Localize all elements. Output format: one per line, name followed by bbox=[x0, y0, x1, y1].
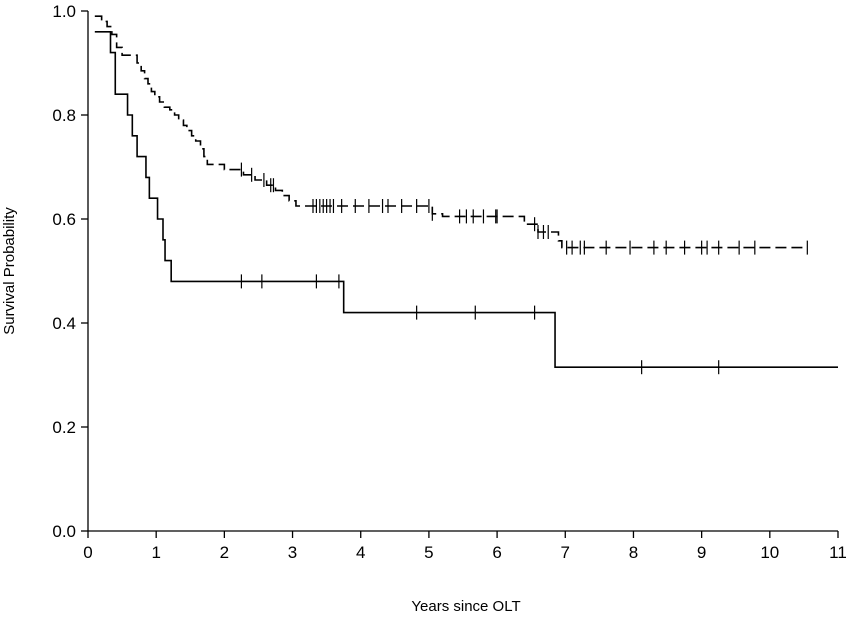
x-tick-label: 8 bbox=[629, 543, 638, 562]
y-tick-label: 0.8 bbox=[52, 106, 76, 125]
y-tick-label: 0.0 bbox=[52, 522, 76, 541]
survival-curve-dashed bbox=[94, 15, 808, 249]
y-tick-label: 0.2 bbox=[52, 418, 76, 437]
x-tick-label: 3 bbox=[288, 543, 297, 562]
y-tick-label: 1.0 bbox=[52, 2, 76, 21]
x-tick-label: 6 bbox=[492, 543, 501, 562]
x-tick-label: 11 bbox=[829, 543, 847, 562]
survival-curve-solid bbox=[94, 31, 838, 368]
x-tick-label: 5 bbox=[424, 543, 433, 562]
axes: 0 1 2 3 4 5 6 7 8 9 10 11 0.0 0.2 0.4 0.6 0.8 1.0 bbox=[52, 2, 846, 562]
y-tick-label: 0.6 bbox=[52, 210, 76, 229]
x-tick-label: 2 bbox=[220, 543, 229, 562]
survival-curves bbox=[94, 15, 838, 375]
x-tick-label: 7 bbox=[561, 543, 570, 562]
x-tick-label: 10 bbox=[760, 543, 779, 562]
y-axis-ticks: 0.0 0.2 0.4 0.6 0.8 1.0 bbox=[52, 2, 88, 541]
x-axis-label: Years since OLT bbox=[411, 598, 520, 615]
y-axis-label: Survival Probability bbox=[1, 207, 18, 335]
x-tick-label: 1 bbox=[151, 543, 160, 562]
x-tick-label: 9 bbox=[697, 543, 706, 562]
x-axis-ticks: 0 1 2 3 4 5 6 7 8 9 10 11 bbox=[83, 531, 847, 562]
y-tick-label: 0.4 bbox=[52, 314, 76, 333]
x-tick-label: 0 bbox=[83, 543, 92, 562]
x-tick-label: 4 bbox=[356, 543, 365, 562]
